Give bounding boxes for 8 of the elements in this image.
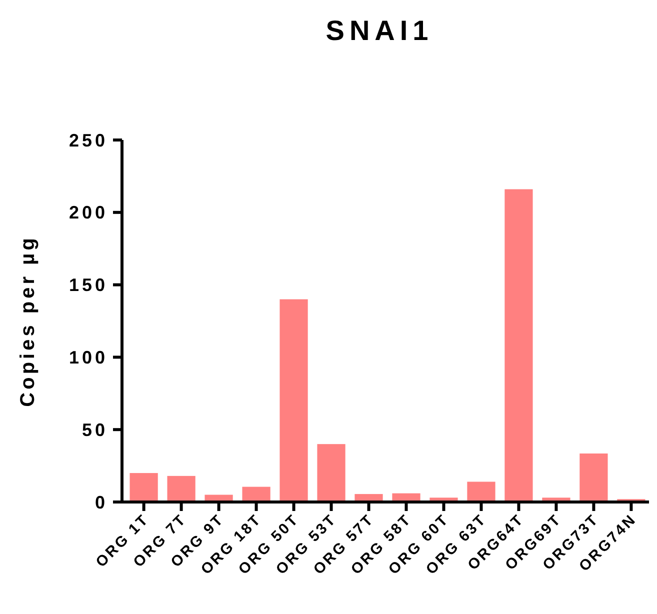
- y-axis-title: Copies per µg: [17, 235, 39, 407]
- y-tick-label: 200: [68, 202, 108, 223]
- y-tick-label: 50: [82, 420, 108, 440]
- y-tick-label: 250: [68, 130, 108, 150]
- y-tick-label: 0: [94, 492, 108, 512]
- y-tick-label: 100: [68, 348, 108, 368]
- y-tick-label: 150: [68, 275, 108, 296]
- chart-title: SNAI1: [326, 15, 434, 46]
